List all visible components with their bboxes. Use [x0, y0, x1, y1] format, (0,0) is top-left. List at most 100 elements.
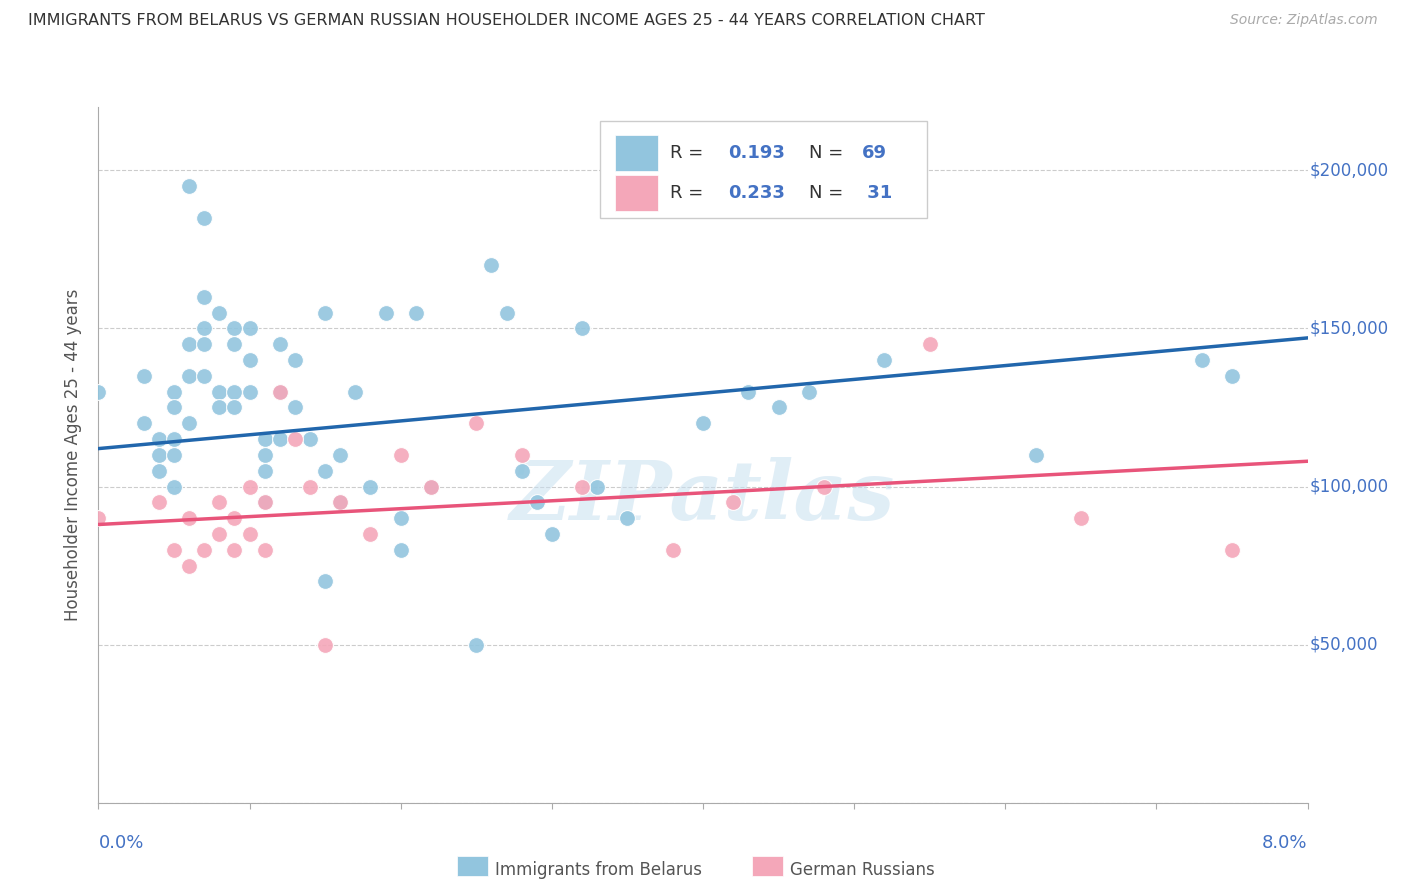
Point: [284, 353, 307, 368]
Point: [299, 432, 322, 446]
Point: [359, 527, 381, 541]
Point: [540, 527, 562, 541]
Point: [193, 337, 215, 351]
Point: [419, 479, 441, 493]
Point: [208, 305, 231, 319]
Text: $150,000: $150,000: [1310, 319, 1389, 337]
Point: [661, 542, 683, 557]
Point: [179, 558, 201, 573]
Point: [526, 495, 548, 509]
Point: [571, 321, 593, 335]
Point: [208, 401, 231, 415]
Text: 31: 31: [862, 185, 893, 202]
Point: [163, 384, 186, 399]
Point: [253, 464, 276, 478]
Point: [193, 321, 215, 335]
Point: [495, 305, 517, 319]
Point: [253, 495, 276, 509]
Point: [193, 368, 215, 383]
Point: [253, 542, 276, 557]
Point: [224, 401, 246, 415]
Point: [179, 179, 201, 194]
Point: [148, 448, 170, 462]
Point: [239, 527, 262, 541]
FancyBboxPatch shape: [600, 121, 927, 219]
Point: [239, 353, 262, 368]
Point: [163, 479, 186, 493]
Point: [465, 638, 488, 652]
Point: [1191, 353, 1213, 368]
FancyBboxPatch shape: [614, 135, 658, 171]
Text: R =: R =: [671, 144, 710, 162]
Point: [329, 448, 352, 462]
Point: [797, 384, 820, 399]
Point: [224, 384, 246, 399]
Point: [586, 479, 609, 493]
Point: [314, 305, 336, 319]
Point: [148, 464, 170, 478]
Point: [284, 432, 307, 446]
Point: [224, 337, 246, 351]
Point: [193, 290, 215, 304]
Point: [389, 448, 412, 462]
Text: German Russians: German Russians: [790, 861, 935, 879]
Point: [465, 417, 488, 431]
Point: [510, 448, 533, 462]
Point: [299, 479, 322, 493]
Point: [163, 432, 186, 446]
Point: [163, 401, 186, 415]
Point: [284, 401, 307, 415]
Point: [571, 479, 593, 493]
Point: [208, 527, 231, 541]
Point: [374, 305, 396, 319]
Text: 0.193: 0.193: [728, 144, 786, 162]
Point: [389, 511, 412, 525]
Point: [253, 448, 276, 462]
Text: 0.233: 0.233: [728, 185, 786, 202]
Text: ZIPatlas: ZIPatlas: [510, 457, 896, 537]
Point: [269, 432, 291, 446]
Point: [389, 542, 412, 557]
Text: IMMIGRANTS FROM BELARUS VS GERMAN RUSSIAN HOUSEHOLDER INCOME AGES 25 - 44 YEARS : IMMIGRANTS FROM BELARUS VS GERMAN RUSSIA…: [28, 13, 986, 29]
Text: $100,000: $100,000: [1310, 477, 1389, 496]
Text: $200,000: $200,000: [1310, 161, 1389, 179]
Point: [873, 353, 896, 368]
Point: [179, 417, 201, 431]
Y-axis label: Householder Income Ages 25 - 44 years: Householder Income Ages 25 - 44 years: [65, 289, 83, 621]
Point: [314, 638, 336, 652]
Point: [87, 511, 110, 525]
Text: 8.0%: 8.0%: [1263, 834, 1308, 852]
Point: [179, 368, 201, 383]
Point: [253, 495, 276, 509]
Point: [737, 384, 759, 399]
Point: [239, 479, 262, 493]
Point: [208, 495, 231, 509]
Point: [269, 384, 291, 399]
Point: [179, 511, 201, 525]
Point: [193, 542, 215, 557]
Point: [163, 542, 186, 557]
Point: [148, 495, 170, 509]
FancyBboxPatch shape: [614, 175, 658, 211]
Text: Source: ZipAtlas.com: Source: ZipAtlas.com: [1230, 13, 1378, 28]
Point: [224, 542, 246, 557]
Point: [1070, 511, 1092, 525]
Point: [918, 337, 941, 351]
Point: [723, 495, 745, 509]
Point: [479, 258, 503, 272]
Text: N =: N =: [810, 144, 849, 162]
Point: [1220, 368, 1243, 383]
Point: [269, 337, 291, 351]
Point: [405, 305, 427, 319]
Text: 69: 69: [862, 144, 886, 162]
Point: [359, 479, 381, 493]
Point: [692, 417, 714, 431]
Text: 0.0%: 0.0%: [98, 834, 143, 852]
Point: [163, 448, 186, 462]
Point: [224, 321, 246, 335]
Point: [314, 574, 336, 589]
Point: [193, 211, 215, 225]
Point: [344, 384, 367, 399]
Point: [148, 432, 170, 446]
Point: [239, 384, 262, 399]
